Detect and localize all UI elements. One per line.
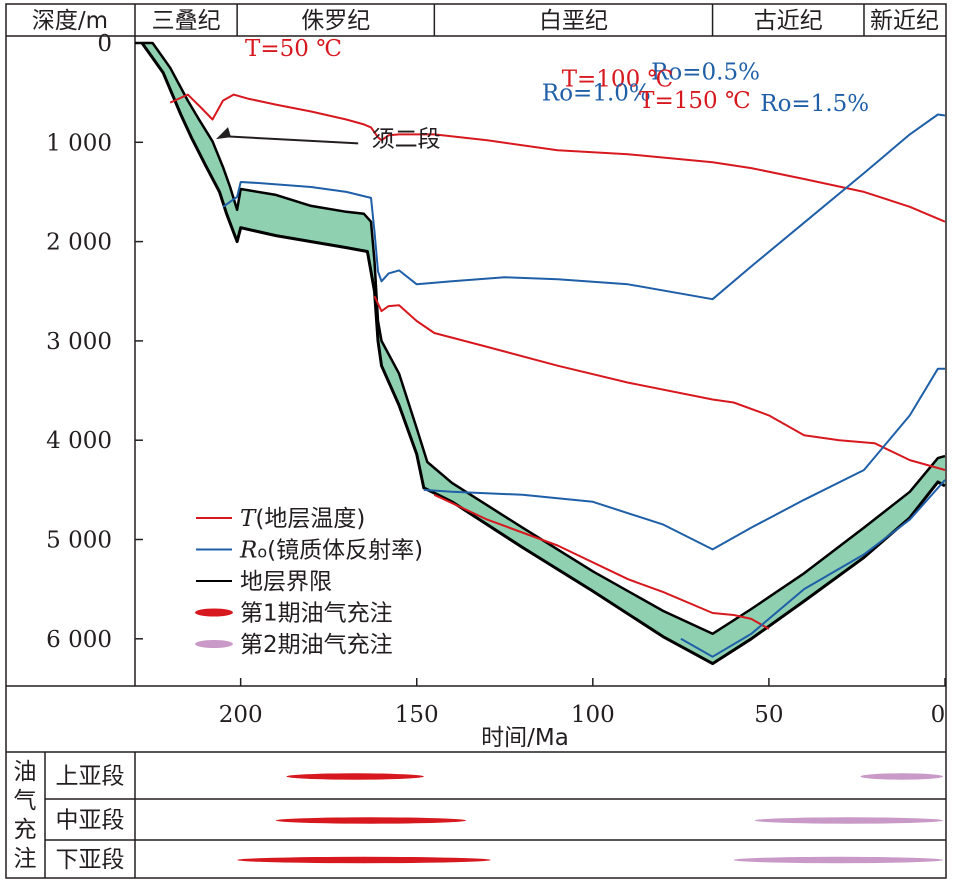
ro-label: Ro=1.5% (760, 91, 869, 117)
legend-label: 第1期油气充注 (240, 601, 393, 627)
legend-label: Ro(镜质体反射率) (239, 538, 423, 564)
charge-group-char: 气 (14, 788, 37, 814)
period-label: 新近纪 (870, 8, 939, 34)
legend-label: 地层界限 (240, 569, 332, 595)
charge-event-phase1 (275, 817, 467, 824)
period-label: 三叠纪 (152, 8, 221, 34)
y-tick-label: 5 000 (46, 528, 112, 554)
ro-line (222, 113, 946, 301)
period-label: 古近纪 (754, 8, 823, 34)
x-axis-title: 时间/Ma (481, 725, 569, 751)
temperature-label: T=50 ℃ (245, 36, 342, 62)
legend-label: 第2期油气充注 (240, 632, 393, 658)
annotation-arrow-line (221, 135, 359, 145)
x-tick-label: 50 (754, 702, 783, 728)
outer-border (5, 3, 947, 879)
x-tick-label: 100 (571, 702, 615, 728)
y-axis: 0 1 000 2 000 3 000 4 000 5 000 6 000 (46, 31, 143, 653)
charge-event-phase2 (860, 773, 943, 780)
ro-line (680, 479, 946, 658)
series-labels: T=50 ℃ Ro=0.5%T=100 ℃Ro=1.0%T=150 ℃ Ro=1.5… (245, 36, 869, 117)
temperature-line (169, 93, 946, 223)
y-tick-label: 3 000 (46, 329, 112, 355)
ro-label: Ro=1.0% (542, 81, 651, 107)
boundary-lower-line (140, 42, 946, 666)
legend-swatch-ellipse (195, 640, 233, 648)
boundary-upper-line (135, 41, 946, 636)
annotations: 须二段 (215, 126, 441, 152)
charge-group-char: 油 (14, 759, 37, 785)
x-tick-label: 200 (219, 702, 263, 728)
annotation-arrowhead (215, 127, 231, 140)
ro-line (423, 367, 945, 551)
legend-label: T(地层温度) (240, 506, 365, 532)
charge-row-label: 上亚段 (56, 764, 125, 790)
temperature-label: T=100 ℃ (562, 66, 674, 92)
chart-frame (5, 3, 947, 879)
y-tick-label: 6 000 (46, 627, 112, 653)
charge-group-char: 注 (14, 846, 37, 872)
charge-row-label: 下亚段 (56, 847, 125, 873)
ro-label: Ro=0.5% (651, 59, 760, 85)
y-tick-label: 0 (97, 31, 112, 57)
x-axis: 200 150 100 50 0 时间/Ma (219, 678, 946, 751)
charge-row-label: 中亚段 (56, 808, 125, 834)
annotation-label: 须二段 (372, 126, 441, 152)
y-tick-label: 2 000 (46, 230, 112, 256)
x-tick-label: 150 (395, 702, 439, 728)
legend-swatch-ellipse (195, 608, 233, 617)
charge-event-phase2 (733, 856, 943, 864)
charge-event-phase1 (286, 773, 424, 780)
temperature-line (373, 295, 946, 471)
x-tick-label: 0 (931, 702, 946, 728)
y-axis-title: 深度/m (32, 8, 108, 34)
period-label: 侏罗纪 (301, 8, 370, 34)
period-label: 白垩纪 (539, 8, 608, 34)
y-tick-label: 4 000 (46, 428, 112, 454)
series-lines (169, 93, 946, 658)
charge-event-phase1 (237, 856, 491, 864)
charge-group-char: 充 (14, 817, 37, 843)
period-header: 深度/m 三叠纪 侏罗纪 白垩纪 古近纪 新近纪 (32, 4, 939, 36)
temperature-label: T=150 ℃ (639, 88, 751, 114)
y-tick-label: 1 000 (46, 130, 112, 156)
temperature-line (433, 493, 770, 630)
charge-event-phase2 (754, 817, 943, 824)
